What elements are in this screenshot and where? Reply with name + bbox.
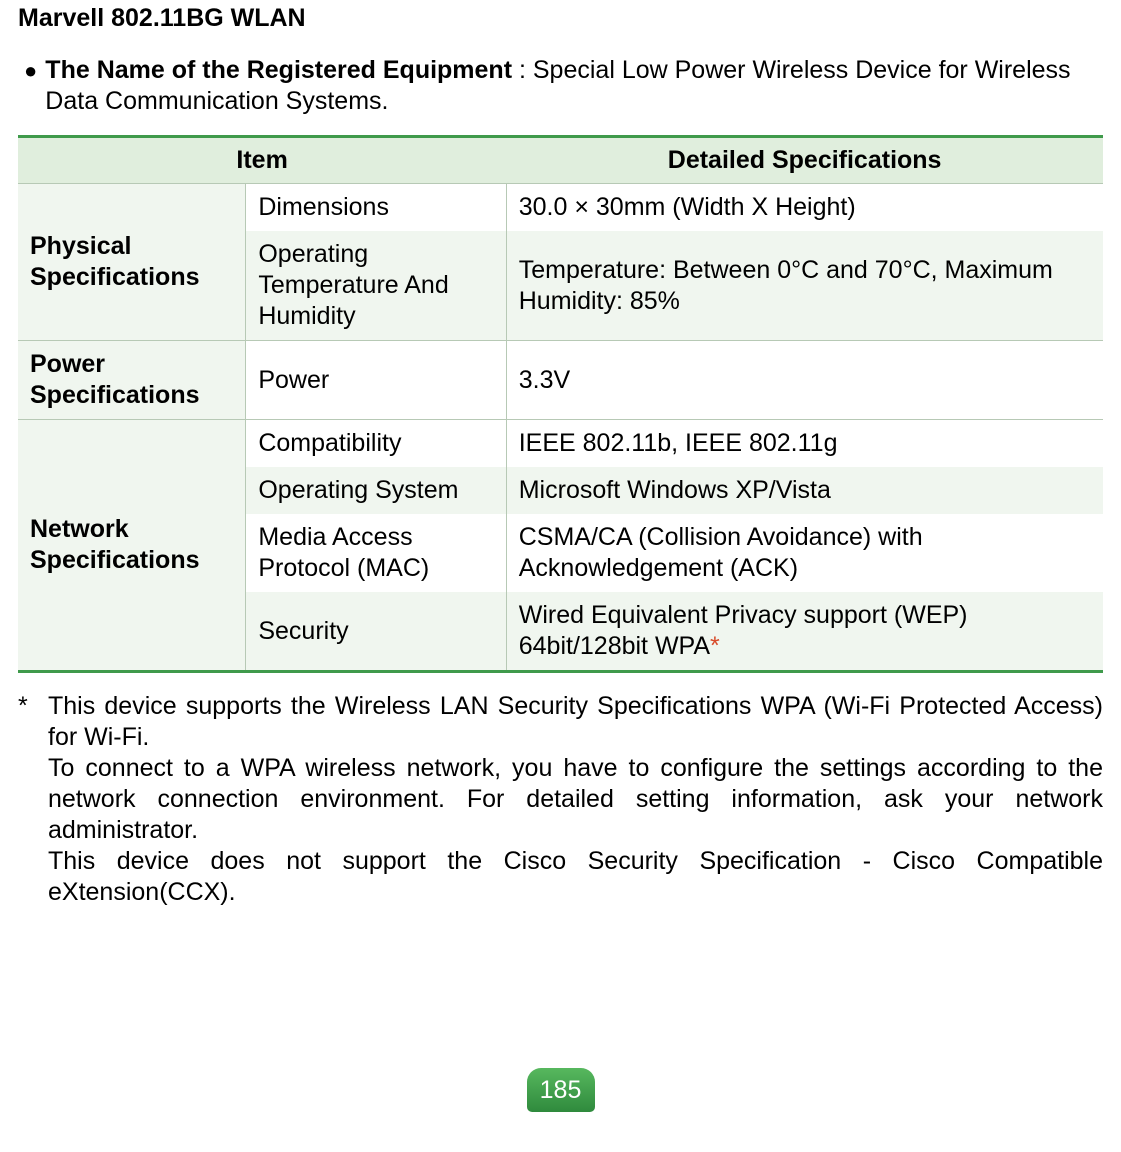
table-row: Physical SpecificationsDimensions30.0 × … (18, 184, 1103, 232)
value-cell: Microsoft Windows XP/Vista (506, 467, 1103, 514)
col-item-header: Item (18, 137, 506, 184)
page-number: 185 (540, 1076, 582, 1105)
value-cell: IEEE 802.11b, IEEE 802.11g (506, 420, 1103, 468)
intro-text: The Name of the Registered Equipment : S… (45, 55, 1103, 117)
footnote-mark: * (18, 691, 48, 908)
bullet-icon: ● (24, 55, 37, 117)
intro-bullet: ● The Name of the Registered Equipment :… (18, 55, 1103, 117)
intro-bold: The Name of the Registered Equipment (45, 56, 512, 84)
table-row: Network SpecificationsCompatibilityIEEE … (18, 420, 1103, 468)
footnote-p3: This device does not support the Cisco S… (48, 846, 1103, 908)
category-cell: Physical Specifications (18, 184, 246, 341)
sub-item-cell: Security (246, 592, 506, 672)
value-cell: CSMA/CA (Collision Avoidance) with Ackno… (506, 514, 1103, 592)
sub-item-cell: Media Access Protocol (MAC) (246, 514, 506, 592)
asterisk-icon: * (710, 632, 720, 660)
sub-item-cell: Operating Temperature And Humidity (246, 231, 506, 341)
value-cell: Temperature: Between 0°C and 70°C, Maxim… (506, 231, 1103, 341)
sub-item-cell: Power (246, 341, 506, 420)
footnote-p2: To connect to a WPA wireless network, yo… (48, 753, 1103, 846)
table-header-row: Item Detailed Specifications (18, 137, 1103, 184)
sub-item-cell: Dimensions (246, 184, 506, 232)
footnote-body: This device supports the Wireless LAN Se… (48, 691, 1103, 908)
footnote-p1: This device supports the Wireless LAN Se… (48, 691, 1103, 753)
category-cell: Network Specifications (18, 420, 246, 672)
value-cell: 3.3V (506, 341, 1103, 420)
document-page: Marvell 802.11BG WLAN ● The Name of the … (0, 0, 1121, 1152)
spec-table: Item Detailed Specifications Physical Sp… (18, 135, 1103, 673)
table-row: Power SpecificationsPower3.3V (18, 341, 1103, 420)
sub-item-cell: Compatibility (246, 420, 506, 468)
spec-table-body: Physical SpecificationsDimensions30.0 × … (18, 184, 1103, 672)
footnote: * This device supports the Wireless LAN … (18, 691, 1103, 908)
col-detail-header: Detailed Specifications (506, 137, 1103, 184)
page-number-badge: 185 (527, 1068, 595, 1112)
sub-item-cell: Operating System (246, 467, 506, 514)
value-cell: 30.0 × 30mm (Width X Height) (506, 184, 1103, 232)
value-cell: Wired Equivalent Privacy support (WEP) 6… (506, 592, 1103, 672)
page-title: Marvell 802.11BG WLAN (18, 0, 1103, 33)
category-cell: Power Specifications (18, 341, 246, 420)
